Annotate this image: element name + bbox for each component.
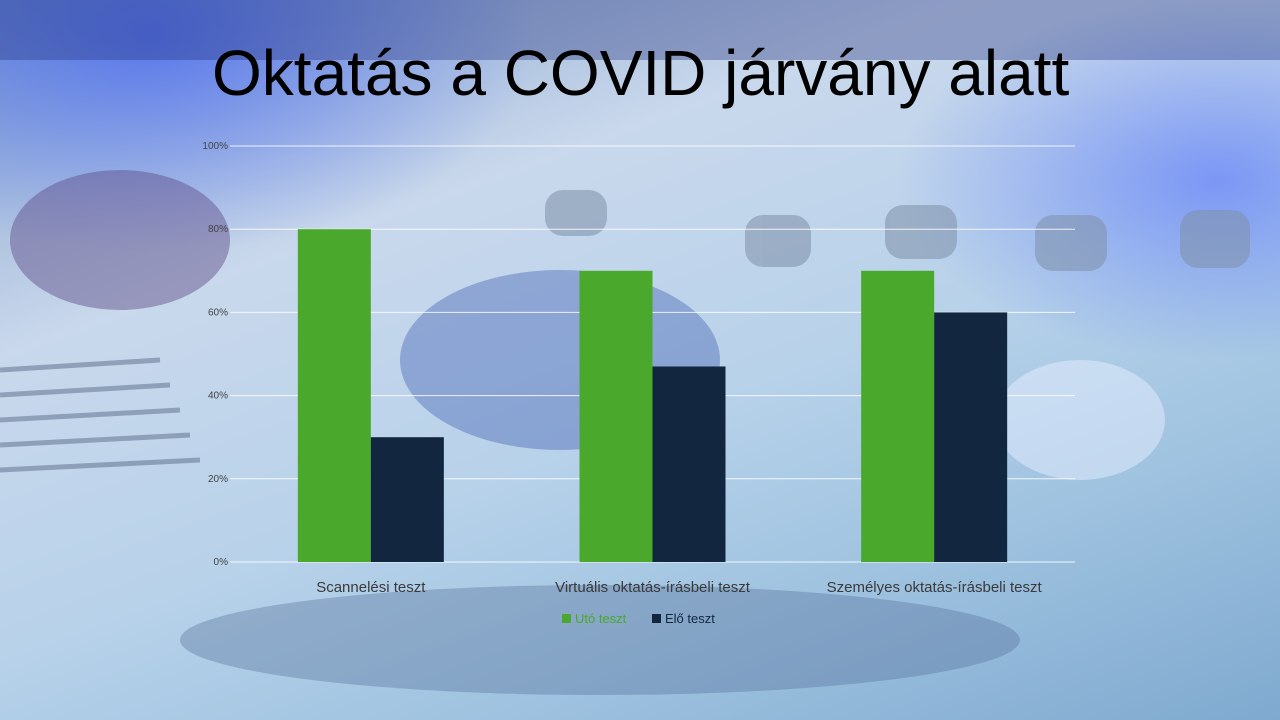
legend-label: Elő teszt (665, 611, 715, 626)
legend-label: Utó teszt (575, 611, 627, 626)
legend-swatch (652, 614, 661, 623)
x-tick-label: Virtuális oktatás-írásbeli teszt (555, 579, 751, 596)
y-tick-label: 100% (202, 141, 228, 152)
x-tick-label: Személyes oktatás-írásbeli teszt (827, 579, 1043, 596)
bar (370, 437, 444, 562)
y-tick-label: 20% (208, 474, 228, 485)
slide-title: Oktatás a COVID járvány alatt (212, 37, 1070, 109)
y-tick-label: 40% (208, 391, 228, 402)
bar (934, 312, 1008, 562)
legend-swatch (562, 614, 571, 623)
bar (579, 270, 653, 562)
y-tick-label: 0% (214, 557, 229, 568)
x-tick-label: Scannelési teszt (316, 579, 426, 596)
bar (652, 366, 726, 562)
y-tick-label: 60% (208, 307, 228, 318)
bar (297, 229, 371, 562)
y-tick-label: 80% (208, 224, 228, 235)
bar (861, 270, 935, 562)
